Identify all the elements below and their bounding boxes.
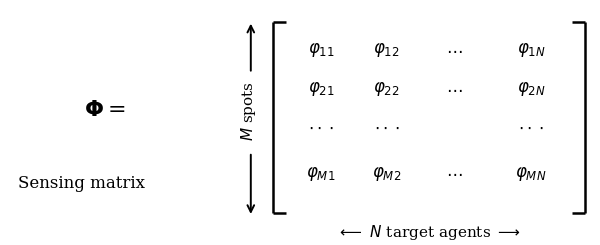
- Text: $\varphi_{M1}$: $\varphi_{M1}$: [307, 165, 335, 183]
- Text: Sensing matrix: Sensing matrix: [17, 175, 145, 192]
- Text: $\longleftarrow$ $N$ target agents $\longrightarrow$: $\longleftarrow$ $N$ target agents $\lon…: [337, 223, 521, 242]
- Text: $\varphi_{11}$: $\varphi_{11}$: [308, 41, 334, 59]
- Text: $\cdots$: $\cdots$: [446, 165, 463, 183]
- Text: $\varphi_{M2}$: $\varphi_{M2}$: [372, 165, 401, 183]
- Text: $\varphi_{1N}$: $\varphi_{1N}$: [517, 41, 545, 59]
- Text: $\cdots$: $\cdots$: [446, 81, 463, 98]
- Text: $\varphi_{22}$: $\varphi_{22}$: [373, 80, 400, 98]
- Text: $\cdots$: $\cdots$: [446, 42, 463, 59]
- Text: $M$ spots: $M$ spots: [239, 82, 259, 141]
- Text: $\cdot\cdot\cdot$: $\cdot\cdot\cdot$: [374, 120, 399, 137]
- Text: $\mathbf{\Phi} =$: $\mathbf{\Phi} =$: [84, 99, 126, 121]
- Text: $\varphi_{MN}$: $\varphi_{MN}$: [515, 165, 547, 183]
- Text: $\cdot\cdot\cdot$: $\cdot\cdot\cdot$: [518, 120, 544, 137]
- Text: $\varphi_{21}$: $\varphi_{21}$: [308, 80, 334, 98]
- Text: $\varphi_{2N}$: $\varphi_{2N}$: [517, 80, 545, 98]
- Text: $\varphi_{12}$: $\varphi_{12}$: [373, 41, 400, 59]
- Text: $\cdot\cdot\cdot$: $\cdot\cdot\cdot$: [308, 120, 334, 137]
